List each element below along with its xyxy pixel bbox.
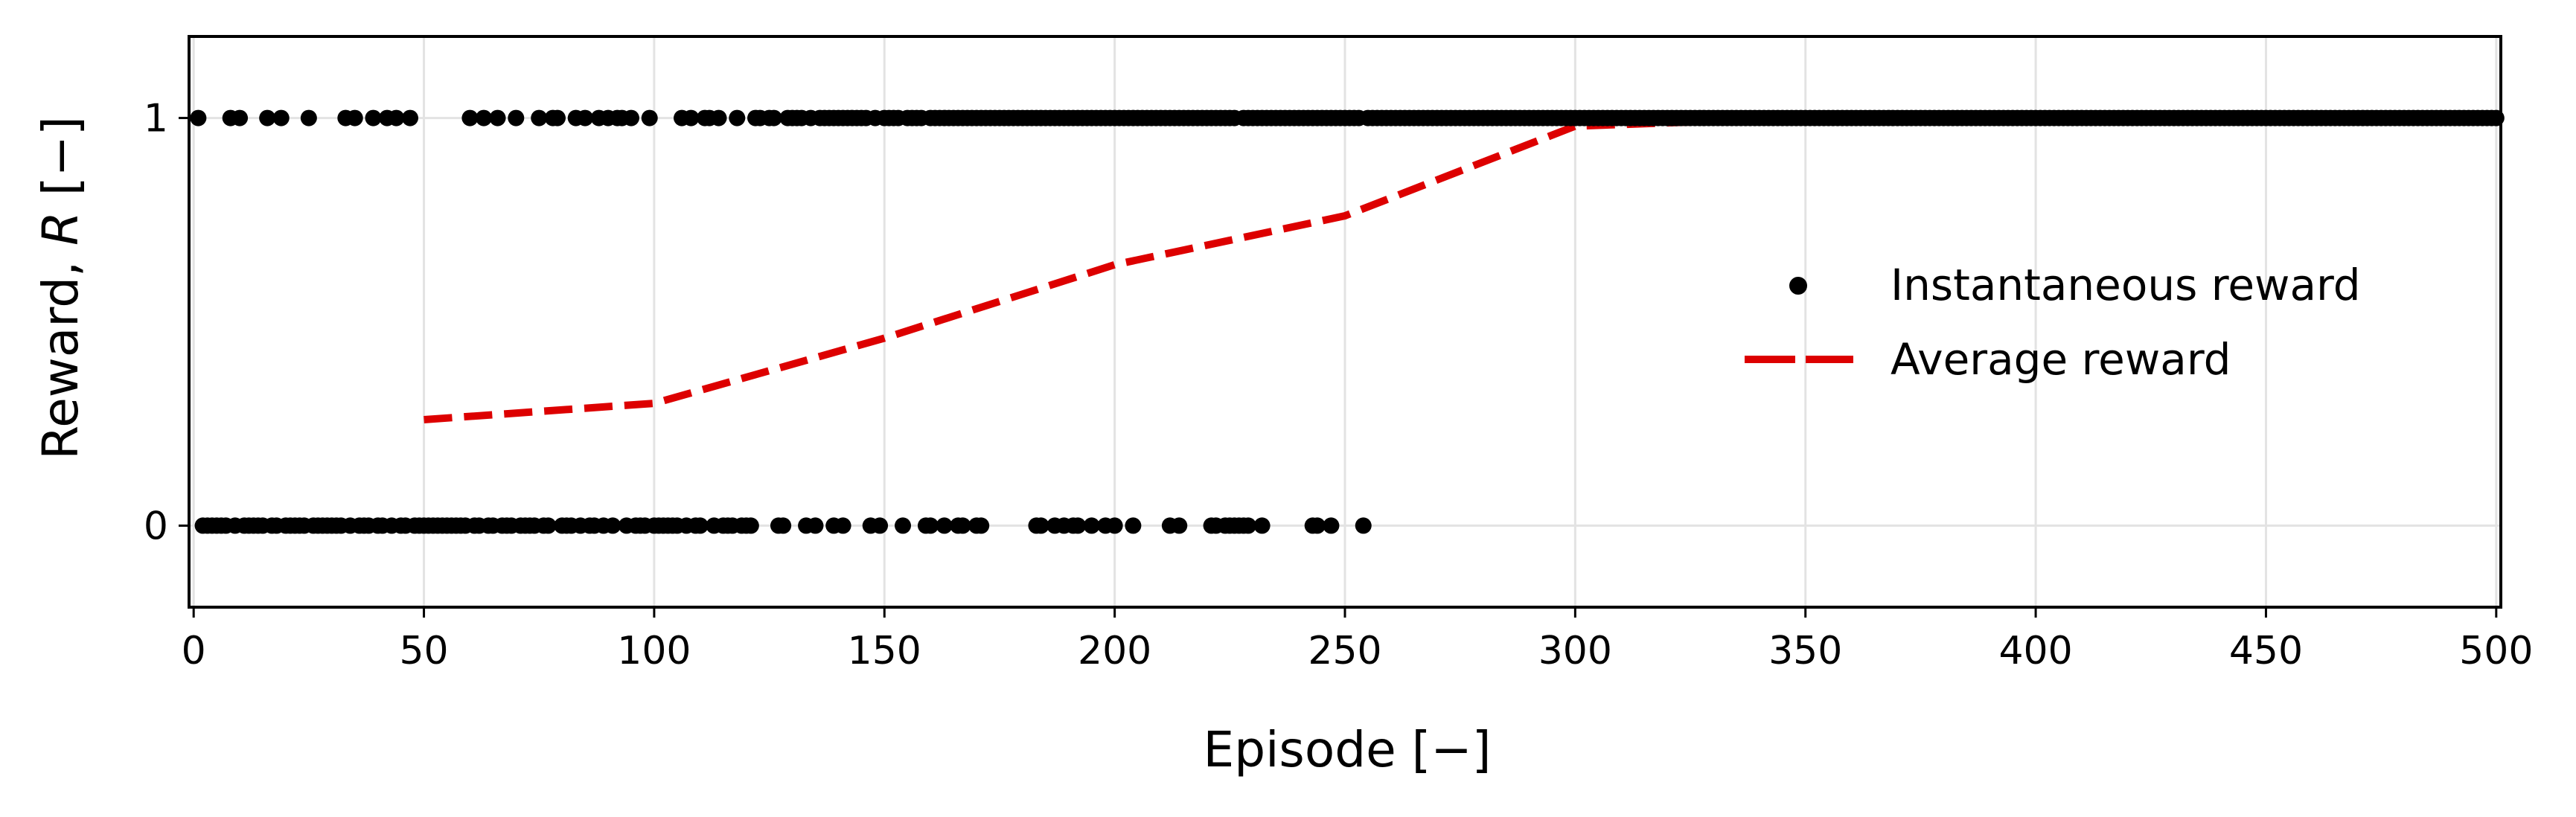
reward-point-1 bbox=[346, 109, 363, 126]
y-tick-label: 0 bbox=[144, 504, 168, 548]
legend-marker-instantaneous bbox=[1789, 277, 1807, 295]
reward-point-0 bbox=[895, 517, 912, 534]
reward-point-0 bbox=[1323, 517, 1340, 534]
x-tick-label: 300 bbox=[1538, 629, 1612, 673]
reward-point-0 bbox=[1308, 517, 1326, 534]
reward-point-0 bbox=[1070, 517, 1087, 534]
legend-label-instantaneous: Instantaneous reward bbox=[1891, 260, 2361, 310]
reward-point-0 bbox=[922, 517, 939, 534]
reward-point-1 bbox=[388, 109, 405, 126]
x-tick-label: 500 bbox=[2459, 629, 2533, 673]
reward-point-1 bbox=[365, 109, 382, 126]
x-axis-label: Episode [−] bbox=[1204, 721, 1492, 778]
x-axis-ticks: 0 50 100 150 200 250 300 350 400 450 500 bbox=[182, 607, 2533, 673]
x-tick-label: 50 bbox=[399, 629, 448, 673]
reward-point-0 bbox=[604, 517, 621, 534]
x-tick-label: 100 bbox=[617, 629, 691, 673]
reward-point-0 bbox=[540, 517, 557, 534]
reward-point-0 bbox=[691, 517, 709, 534]
reward-point-0 bbox=[1253, 517, 1271, 534]
legend-label-average: Average reward bbox=[1891, 334, 2231, 385]
reward-point-1 bbox=[508, 109, 525, 126]
reward-point-1 bbox=[710, 109, 727, 126]
reward-point-1 bbox=[190, 109, 207, 126]
reward-point-0 bbox=[973, 517, 990, 534]
reward-point-0 bbox=[742, 517, 759, 534]
reward-point-1 bbox=[683, 109, 700, 126]
reward-point-1 bbox=[272, 109, 290, 126]
reward-point-0 bbox=[954, 517, 971, 534]
reward-point-1 bbox=[300, 109, 317, 126]
reward-point-0 bbox=[1032, 517, 1049, 534]
y-axis-label-variable: R bbox=[32, 211, 89, 246]
x-tick-label: 150 bbox=[848, 629, 921, 673]
y-axis-label-prefix: Reward, bbox=[32, 246, 89, 460]
reward-point-0 bbox=[1171, 517, 1188, 534]
reward-point-0 bbox=[1125, 517, 1142, 534]
y-tick-label: 1 bbox=[144, 97, 168, 141]
reward-point-0 bbox=[1083, 517, 1100, 534]
reward-point-1 bbox=[231, 109, 249, 126]
reward-point-1 bbox=[401, 109, 418, 126]
x-tick-label: 200 bbox=[1078, 629, 1151, 673]
y-axis-label: Reward, R [−] bbox=[32, 116, 89, 459]
reward-point-1 bbox=[531, 109, 548, 126]
reward-point-1 bbox=[489, 109, 506, 126]
reward-point-0 bbox=[834, 517, 851, 534]
reward-point-0 bbox=[1240, 517, 1257, 534]
reward-point-1 bbox=[549, 109, 566, 126]
reward-point-1 bbox=[729, 109, 746, 126]
reward-point-1 bbox=[577, 109, 594, 126]
x-tick-label: 350 bbox=[1768, 629, 1842, 673]
x-tick-label: 400 bbox=[1998, 629, 2072, 673]
reward-point-0 bbox=[1106, 517, 1123, 534]
reward-point-0 bbox=[872, 517, 889, 534]
reward-point-1 bbox=[622, 109, 639, 126]
reward-point-1 bbox=[259, 109, 276, 126]
y-axis-ticks: 01 bbox=[144, 97, 189, 548]
reward-point-0 bbox=[936, 517, 953, 534]
x-tick-label: 450 bbox=[2229, 629, 2303, 673]
instantaneous-reward-points bbox=[190, 109, 2505, 534]
reward-point-0 bbox=[807, 517, 824, 534]
reward-point-0 bbox=[1355, 517, 1372, 534]
reward-point-1 bbox=[641, 109, 658, 126]
reward-point-1 bbox=[461, 109, 479, 126]
reward-point-0 bbox=[775, 517, 792, 534]
reward-point-1 bbox=[475, 109, 492, 126]
x-tick-label: 0 bbox=[182, 629, 206, 673]
reward-point-1 bbox=[765, 109, 782, 126]
legend: Instantaneous reward Average reward bbox=[1745, 260, 2361, 385]
y-axis-label-suffix: [−] bbox=[32, 116, 89, 211]
x-tick-label: 250 bbox=[1308, 629, 1381, 673]
